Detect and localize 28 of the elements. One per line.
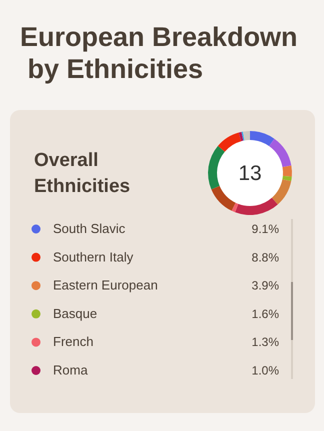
legend-label: Southern Italy bbox=[53, 249, 134, 264]
legend-label: Eastern European bbox=[53, 278, 158, 293]
donut-slice bbox=[232, 202, 238, 212]
text: Overall Ethnicities bbox=[34, 150, 130, 197]
data-label: 8.8% bbox=[252, 250, 280, 264]
data-label: 1.3% bbox=[252, 335, 280, 350]
legend-label: Basque bbox=[53, 306, 98, 321]
data-label: 1.0% bbox=[252, 364, 280, 378]
donut-slice bbox=[282, 166, 292, 177]
text: 13 bbox=[238, 162, 262, 185]
donut-slice bbox=[211, 186, 236, 211]
legend-label: French bbox=[53, 334, 94, 350]
donut-slice bbox=[208, 146, 225, 190]
donut-slice bbox=[269, 138, 292, 168]
donut-slice bbox=[235, 198, 278, 215]
data-label: 9.1% bbox=[252, 222, 280, 236]
legend-label: South Slavic bbox=[53, 221, 126, 236]
donut-slice bbox=[218, 132, 242, 152]
data-label: 1.6% bbox=[252, 306, 280, 321]
donut-slice bbox=[242, 132, 244, 141]
chart-title: European Breakdown by Ethnicities bbox=[20, 22, 298, 84]
donut-slice bbox=[282, 176, 292, 182]
donut-slice bbox=[272, 179, 292, 204]
donut-slice bbox=[238, 132, 244, 142]
donut-slice bbox=[250, 131, 274, 146]
legend-label: Roma bbox=[53, 362, 88, 378]
donut-slice bbox=[242, 131, 250, 140]
data-label: 3.9% bbox=[252, 278, 280, 293]
